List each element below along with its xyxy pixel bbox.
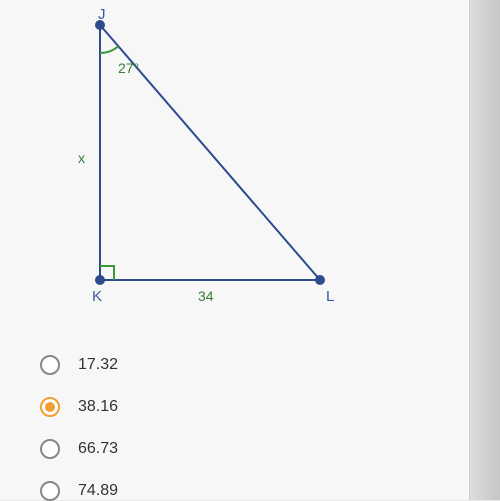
radio-dot-icon: [45, 402, 55, 412]
triangle-diagram: J K L 27° x 34: [40, 10, 420, 330]
vertex-K: [95, 275, 105, 285]
radio-button[interactable]: [40, 439, 60, 459]
vertex-L: [315, 275, 325, 285]
triangle-svg: [40, 10, 420, 330]
radio-button[interactable]: [40, 355, 60, 375]
content-panel: J K L 27° x 34 17.32 38.16 66.73 74.89: [0, 0, 470, 500]
option-row[interactable]: 38.16: [40, 397, 469, 417]
angle-label-J: 27°: [118, 60, 139, 76]
option-row[interactable]: 66.73: [40, 439, 469, 459]
vertex-label-K: K: [92, 288, 102, 305]
angle-arc-J: [100, 46, 118, 53]
answer-options: 17.32 38.16 66.73 74.89: [40, 355, 469, 501]
option-label: 38.16: [78, 398, 118, 416]
vertex-label-L: L: [326, 288, 334, 305]
option-row[interactable]: 74.89: [40, 481, 469, 501]
vertex-label-J: J: [98, 6, 106, 23]
radio-button[interactable]: [40, 481, 60, 501]
radio-button[interactable]: [40, 397, 60, 417]
side-label-KL: 34: [198, 288, 214, 304]
option-row[interactable]: 17.32: [40, 355, 469, 375]
edge-shadow: [470, 0, 500, 500]
option-label: 66.73: [78, 440, 118, 458]
side-label-x: x: [78, 150, 85, 166]
option-label: 17.32: [78, 356, 118, 374]
option-label: 74.89: [78, 482, 118, 500]
